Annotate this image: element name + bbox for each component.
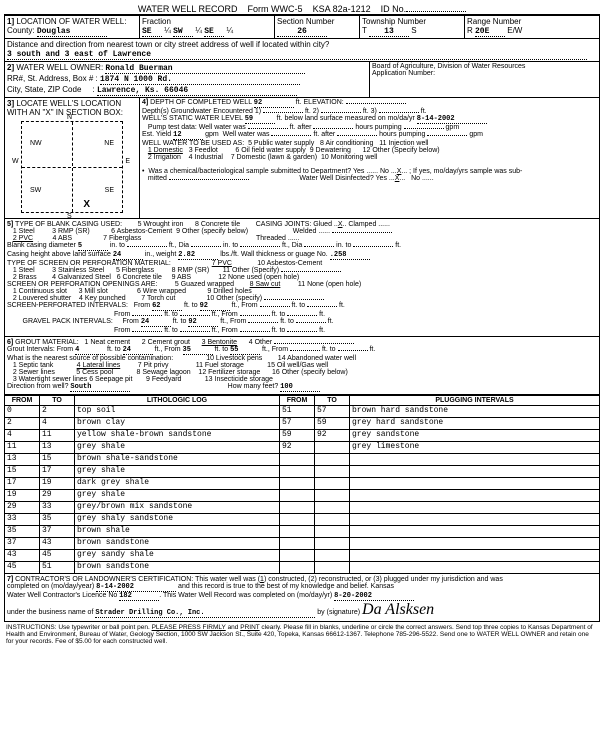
- county-value: Douglas: [37, 27, 107, 37]
- section-3-4: 3] LOCATE WELL'S LOCATION WITH AN "X" IN…: [4, 98, 600, 219]
- casing-weight: 2.82: [178, 251, 218, 260]
- section-2: 2] WATER WELL OWNER: Ronald Buerman RR#,…: [4, 62, 600, 98]
- frac-c: SE: [204, 27, 224, 37]
- township: 13: [369, 27, 409, 37]
- form-no: Form WWC-5: [248, 4, 303, 14]
- instructions: INSTRUCTIONS: Use typewriter or ball poi…: [4, 622, 600, 647]
- owner-csz: Lawrence, Ks. 66046: [97, 86, 297, 96]
- perf-to-a: 92: [200, 302, 230, 311]
- date2: 8-20-2002: [334, 592, 414, 601]
- wall-thick: .258: [330, 251, 370, 260]
- log-row: 1719dark grey shale: [5, 478, 600, 490]
- log-row: 1315brown shale-sandstone: [5, 454, 600, 466]
- dir-from-well: South: [70, 383, 130, 392]
- gi-from1: 4: [75, 346, 105, 355]
- owner: Ronald Buerman: [105, 64, 305, 74]
- yield: 12: [173, 131, 203, 140]
- section-6: 6] GROUT MATERIAL: 1 Neat cement 2 Cemen…: [4, 337, 600, 395]
- perf-from-a: 62: [152, 302, 182, 311]
- section-7: 7] CONTRACTOR'S OR LANDOWNER'S CERTIFICA…: [4, 574, 600, 622]
- dist-label: Distance and direction from nearest town…: [7, 40, 329, 49]
- static-date: 8-14-2002: [417, 115, 487, 124]
- log-row: 24brown clay5759grey hard sandstone: [5, 418, 600, 430]
- dist-value: 3 south and 3 east of Lawrence: [7, 50, 587, 60]
- form-header: WATER WELL RECORD Form WWC-5 KSA 82a-121…: [4, 4, 600, 15]
- lithologic-log: FROMTOLITHOLOGIC LOG FROMTOPLUGGING INTE…: [4, 395, 600, 574]
- how-many-feet: 100: [280, 383, 320, 392]
- county-label: County:: [7, 26, 35, 35]
- log-row: 1517grey shale: [5, 466, 600, 478]
- owner-addr: 1874 N 1000 Rd.: [100, 75, 300, 85]
- section-1: 1] LOCATION OF WATER WELL: County: Dougl…: [4, 15, 600, 62]
- frac-a: SE: [142, 27, 162, 37]
- log-row: 02top soil5157brown hard sandstone: [5, 406, 600, 418]
- gravel-to: 92: [188, 318, 218, 327]
- business-name: Strader Drilling Co., Inc.: [95, 609, 315, 618]
- section-num: 26: [277, 27, 327, 37]
- log-row: 2933grey/brown mix sandstone: [5, 502, 600, 514]
- log-row: 3335grey shaly sandstone: [5, 514, 600, 526]
- casing-dia: 5: [78, 242, 108, 251]
- section-5: 5] TYPE OF BLANK CASING USED: 5 Wrought …: [4, 219, 600, 337]
- license-no: 182: [119, 592, 159, 601]
- signature: Da Alsksen: [362, 601, 434, 618]
- log-row: 1929grey shale: [5, 490, 600, 502]
- log-row: 3743brown sandstone: [5, 538, 600, 550]
- log-row: 1113grey shale92grey limestone: [5, 442, 600, 454]
- title: WATER WELL RECORD: [138, 4, 238, 14]
- log-row: 4551brown sandstone: [5, 562, 600, 574]
- x-mark: X: [83, 199, 90, 210]
- log-row: 3537brown shale: [5, 526, 600, 538]
- range: 20E: [475, 27, 505, 37]
- township-dir: S: [411, 26, 416, 35]
- range-dir: E/W: [507, 26, 522, 35]
- gi-from2: 35: [183, 346, 213, 355]
- depth: 92: [254, 99, 294, 108]
- gravel-from: 24: [141, 318, 171, 327]
- frac-b: SW: [173, 27, 193, 37]
- casing-height: 24: [113, 251, 143, 260]
- comp-date: 8-14-2002: [96, 583, 176, 592]
- id-no: ID No.: [381, 4, 407, 14]
- log-row: 411yellow shale-brown sandstone5992grey …: [5, 430, 600, 442]
- static-level: 59: [245, 115, 275, 124]
- log-row: 4345grey sandy shale: [5, 550, 600, 562]
- gi-to1: 24: [123, 346, 153, 355]
- gi-to2: 55: [230, 346, 260, 355]
- section-box: NSEW NWNESWSE X: [21, 121, 123, 213]
- ksa: KSA 82a-1212: [313, 4, 371, 14]
